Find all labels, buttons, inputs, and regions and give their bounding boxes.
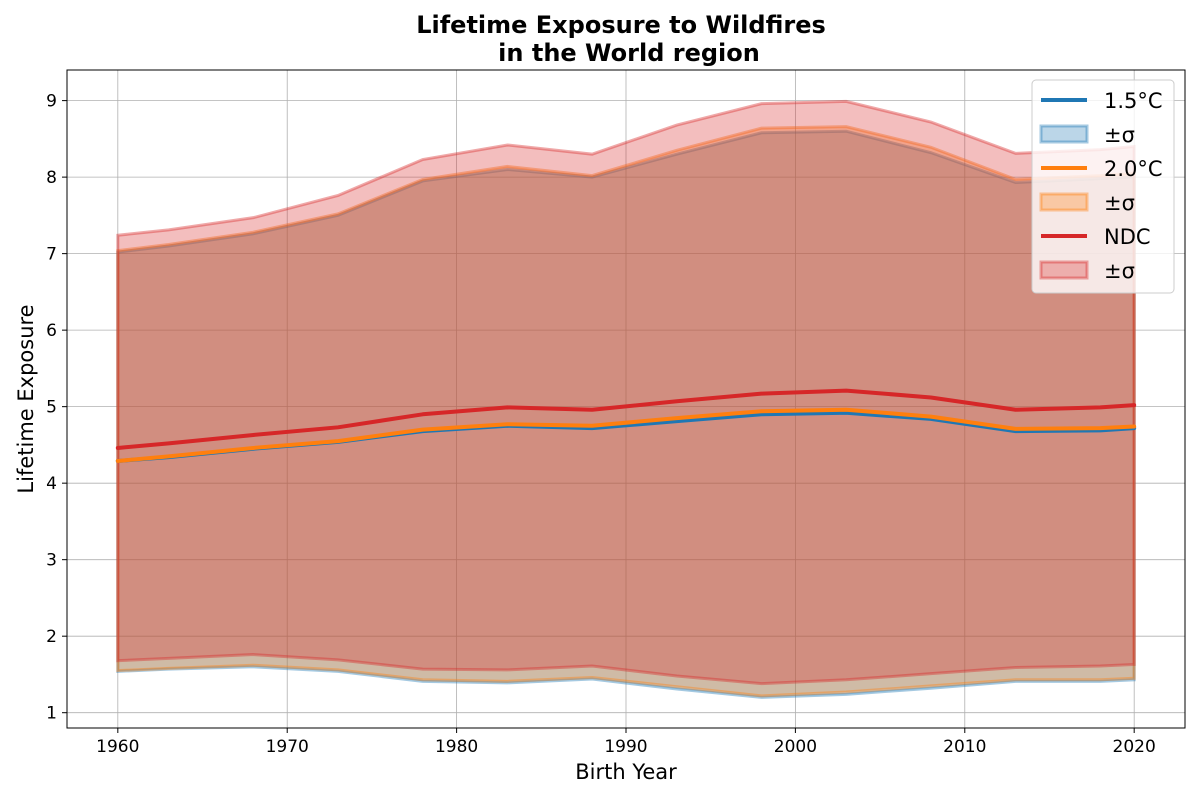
legend-patch-1-5-c <box>1039 124 1089 144</box>
x-tick-label: 2000 <box>774 737 817 757</box>
legend-band-label-1-5-c: ±σ <box>1104 123 1135 147</box>
y-axis-label: Lifetime Exposure <box>14 304 38 493</box>
y-tick-label: 5 <box>46 398 57 418</box>
legend-box <box>1031 79 1175 294</box>
y-tick-label: 3 <box>46 551 57 571</box>
y-tick-label: 6 <box>46 321 57 341</box>
line-ndc <box>115 388 1137 450</box>
x-tick-label: 1990 <box>604 737 647 757</box>
legend-label-ndc: NDC <box>1104 225 1151 249</box>
band-1-5-c <box>116 129 1136 699</box>
legend: 1.5°C ±σ 2.0°C ±σ NDC ±σ <box>1031 79 1175 294</box>
chart-title-line2: in the World region <box>498 39 760 67</box>
legend-patch-ndc <box>1039 260 1089 280</box>
y-tick-label: 7 <box>46 245 57 265</box>
x-tick-label: 1980 <box>435 737 478 757</box>
y-tick-label: 1 <box>46 704 57 724</box>
chart-title-line1: Lifetime Exposure to Wildfires <box>416 11 826 39</box>
y-tick-label: 8 <box>46 168 57 188</box>
x-tick-label: 1960 <box>96 737 139 757</box>
band-layer <box>116 99 1136 699</box>
x-axis-label: Birth Year <box>575 760 677 784</box>
y-tick-label: 2 <box>46 627 57 647</box>
grid <box>67 70 1185 728</box>
x-tick-label: 1970 <box>266 737 309 757</box>
band-ndc <box>116 99 1136 686</box>
line-layer <box>115 388 1137 463</box>
y-tick-label: 4 <box>46 474 57 494</box>
tick-layer: 1960 1970 1980 1990 2000 2010 2020 1 2 3 4 5 6 7 8 9 <box>46 92 1156 757</box>
legend-patch-2-0-c <box>1039 192 1089 212</box>
legend-label-1-5-c: 1.5°C <box>1104 89 1163 113</box>
legend-band-label-ndc: ±σ <box>1104 259 1135 283</box>
legend-label-2-0-c: 2.0°C <box>1104 157 1163 181</box>
legend-band-label-2-0-c: ±σ <box>1104 191 1135 215</box>
x-tick-label: 2020 <box>1113 737 1156 757</box>
y-tick-label: 9 <box>46 92 57 112</box>
line-2-0-c <box>115 407 1137 463</box>
x-tick-label: 2010 <box>943 737 986 757</box>
band-2-0-c <box>116 125 1136 698</box>
